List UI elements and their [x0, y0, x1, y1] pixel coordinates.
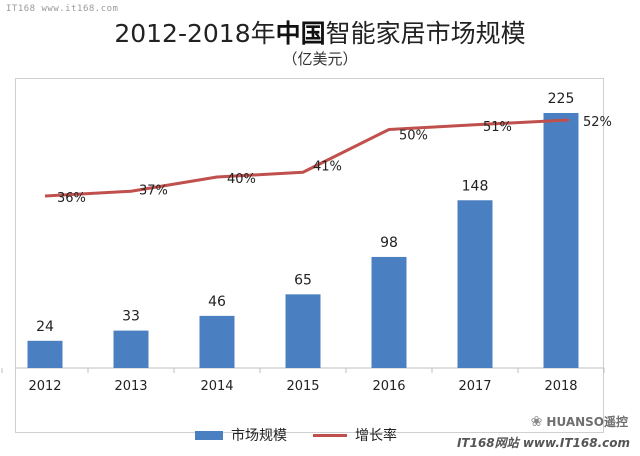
growth-rate-line: [44, 118, 570, 198]
bar-2014: [199, 315, 235, 368]
x-tick-label: 2017: [458, 379, 491, 394]
rate-label: 36%: [57, 191, 86, 206]
bar-value-label: 225: [548, 91, 575, 107]
legend-line-label: 增长率: [355, 428, 397, 444]
x-tick-label: 2013: [114, 379, 147, 394]
bar-2017: [457, 200, 493, 368]
bar-value-label: 33: [122, 309, 140, 325]
x-tick-label: 2015: [286, 379, 319, 394]
legend-line-swatch: [313, 433, 347, 437]
x-tick-label: 2016: [372, 379, 405, 394]
x-tick-label: 2014: [200, 379, 233, 394]
watermark-bottom-site: IT168网站 www.IT168.com: [456, 436, 630, 450]
rate-label: 51%: [483, 120, 512, 135]
bar-2015: [285, 294, 321, 368]
watermark-bottom-right: ❀ HUANSO遥控: [531, 413, 628, 430]
x-tick-label: 2012: [28, 379, 61, 394]
rate-label: 41%: [313, 159, 342, 174]
bar-value-label: 65: [294, 272, 312, 288]
bar-value-label: 24: [36, 319, 54, 335]
legend-item-bar: 市场规模: [195, 425, 287, 445]
legend: 市场规模 增长率: [195, 425, 423, 445]
bar-value-label: 98: [380, 235, 398, 251]
watermark-br-text: HUANSO遥控: [546, 415, 628, 429]
title-prefix: 2012-2018年: [114, 19, 276, 48]
watermark-top: IT168 www.it168.com: [6, 4, 119, 14]
rate-label: 50%: [399, 129, 428, 144]
title-strong: 中国: [275, 19, 326, 48]
chart-title: 2012-2018年中国智能家居市场规模: [0, 14, 640, 50]
chart-unit: （亿美元）: [282, 50, 358, 68]
title-suffix: 智能家居市场规模: [325, 19, 526, 48]
legend-bar-swatch: [195, 430, 223, 440]
legend-bar-label: 市场规模: [231, 428, 287, 444]
bar-value-label: 148: [462, 178, 489, 194]
rate-label: 52%: [583, 115, 612, 130]
rate-label: 40%: [227, 172, 256, 187]
bar-2013: [113, 330, 149, 368]
bar-2012: [27, 340, 63, 368]
legend-item-line: 增长率: [313, 425, 397, 445]
wechat-icon: ❀: [530, 413, 543, 430]
bar-value-label: 46: [208, 294, 226, 310]
x-tick-label: 2018: [544, 379, 577, 394]
plot-area: [15, 78, 604, 433]
rate-label: 37%: [139, 183, 168, 198]
bar-2018: [543, 113, 579, 368]
bar-2016: [371, 256, 407, 368]
